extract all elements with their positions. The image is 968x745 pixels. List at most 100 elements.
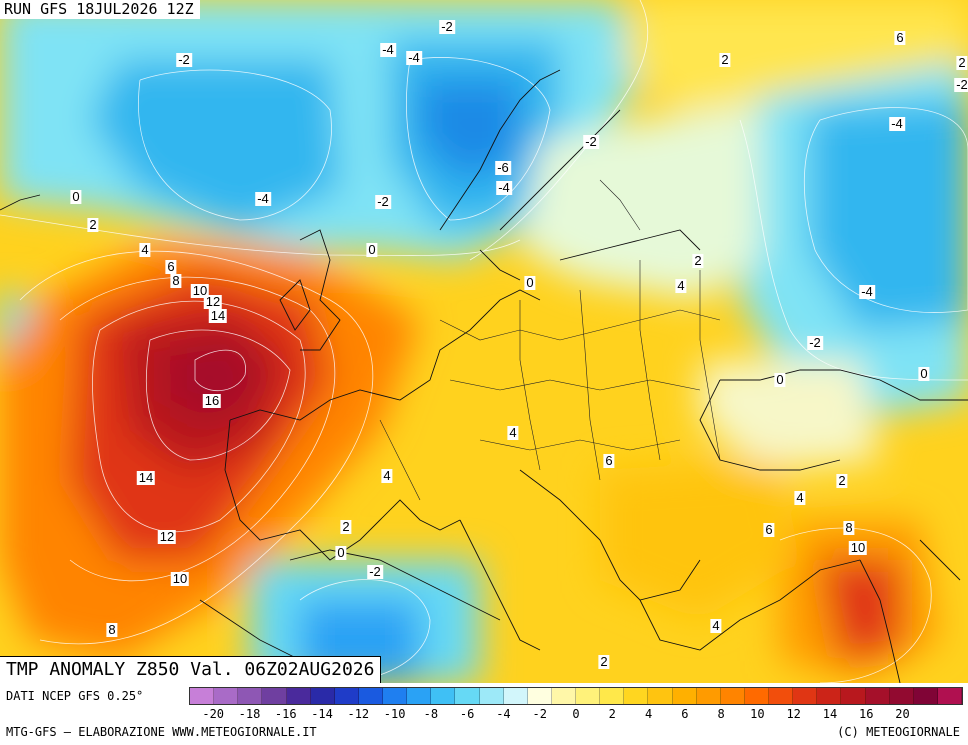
scale-tick-label: -14 <box>311 707 333 721</box>
map-title: TMP ANOMALY Z850 Val. 06Z02AUG2026 <box>0 656 382 683</box>
isotherm-label: -2 <box>954 77 968 92</box>
isotherm-label: 2 <box>836 473 848 488</box>
scale-tick-label: 14 <box>822 707 838 721</box>
scale-tick-label: 16 <box>859 707 874 721</box>
isotherm-label: -2 <box>375 194 391 209</box>
isotherm-label: 4 <box>507 425 519 440</box>
color-swatch <box>527 688 552 704</box>
data-source: DATI NCEP GFS 0.25° <box>6 689 144 703</box>
color-swatch <box>431 688 456 704</box>
isotherm-label: -4 <box>859 284 875 299</box>
scale-tick-label: -6 <box>459 707 475 721</box>
color-swatch <box>551 688 576 704</box>
isotherm-label: 0 <box>366 242 378 257</box>
scale-tick-label: 10 <box>750 707 765 721</box>
color-swatch <box>865 688 890 704</box>
scale-tick-label: -12 <box>347 707 370 721</box>
scale-tick-label: -10 <box>383 707 406 721</box>
isotherm-label: -4 <box>889 116 905 131</box>
isotherm-label: -2 <box>367 564 383 579</box>
scale-tick-label: 4 <box>644 707 653 721</box>
isotherm-label: 0 <box>774 372 786 387</box>
isotherm-label: 8 <box>106 622 118 637</box>
color-swatch <box>238 688 263 704</box>
color-swatch <box>744 688 769 704</box>
color-swatch <box>889 688 914 704</box>
isotherm-label: -4 <box>406 50 422 65</box>
isotherm-label: 6 <box>763 522 775 537</box>
isotherm-label: 6 <box>603 453 615 468</box>
color-swatch <box>358 688 383 704</box>
color-swatch <box>600 688 625 704</box>
isotherm-label: 2 <box>719 52 731 67</box>
isotherm-label: 14 <box>136 470 156 485</box>
isotherm-label: 2 <box>956 55 968 70</box>
isotherm-label: 0 <box>524 275 536 290</box>
isotherm-label: 4 <box>139 242 151 257</box>
scale-tick-label: 20 <box>895 707 910 721</box>
scale-tick-label: -18 <box>238 707 261 721</box>
credit-right: (C) METEOGIORNALE <box>837 725 960 739</box>
temperature-anomaly-map <box>0 0 968 683</box>
isotherm-label: -2 <box>583 134 599 149</box>
color-swatch <box>696 688 721 704</box>
isotherm-label: 8 <box>170 273 182 288</box>
scale-tick-label: 8 <box>717 707 725 721</box>
scale-tick-label: -4 <box>496 707 511 721</box>
isotherm-label: -4 <box>380 42 396 57</box>
color-swatch <box>769 688 794 704</box>
isotherm-label: 2 <box>692 253 704 268</box>
scale-tick-label: 2 <box>608 707 616 721</box>
scale-tick-label: -2 <box>532 707 547 721</box>
isotherm-label: 4 <box>381 468 393 483</box>
isotherm-label: 4 <box>710 618 722 633</box>
isotherm-label: 14 <box>208 308 228 323</box>
isotherm-label: 0 <box>918 366 930 381</box>
isotherm-label: 6 <box>165 259 177 274</box>
color-swatch <box>793 688 818 704</box>
scale-tick-label: -16 <box>274 707 297 721</box>
color-swatch <box>190 688 215 704</box>
color-swatch <box>817 688 842 704</box>
scale-tick-label: 12 <box>786 707 801 721</box>
isotherm-label: 0 <box>70 189 82 204</box>
run-label: RUN GFS 18JUL2026 12Z <box>0 0 200 19</box>
isotherm-label: 2 <box>87 217 99 232</box>
isotherm-label: -6 <box>495 160 511 175</box>
legend-footer: DATI NCEP GFS 0.25° -20 -18 -16 -14 -12 -10 -8… <box>0 683 968 745</box>
isotherm-label: 8 <box>843 520 855 535</box>
isotherm-label: -2 <box>807 335 823 350</box>
color-swatch <box>407 688 432 704</box>
isotherm-label: 12 <box>157 529 177 544</box>
isotherm-label: 12 <box>203 294 223 309</box>
isotherm-label: 2 <box>598 654 610 669</box>
color-swatch <box>841 688 866 704</box>
color-swatch <box>286 688 311 704</box>
isotherm-label: 6 <box>894 30 906 45</box>
scale-tick-label: -8 <box>423 707 439 721</box>
color-scale-ticks: -20 -18 -16 -14 -12 -10 -8 -6 -4 -2 0 2 4 6 8 10 12 14 16 2… <box>189 707 963 723</box>
color-swatch <box>937 688 962 704</box>
color-swatch <box>913 688 938 704</box>
scale-tick-label: -20 <box>202 707 225 721</box>
isotherm-label: -4 <box>496 180 512 195</box>
color-scale-bar <box>189 687 963 705</box>
color-swatch <box>576 688 601 704</box>
isotherm-label: 4 <box>675 278 687 293</box>
isotherm-label: 2 <box>340 519 352 534</box>
isotherm-label: 16 <box>202 393 222 408</box>
color-swatch <box>503 688 528 704</box>
color-swatch <box>479 688 504 704</box>
color-swatch <box>455 688 480 704</box>
isotherm-label: -2 <box>439 19 455 34</box>
color-swatch <box>310 688 335 704</box>
color-swatch <box>383 688 408 704</box>
color-swatch <box>648 688 673 704</box>
isotherm-label: -2 <box>176 52 192 67</box>
isotherm-label: 0 <box>335 545 347 560</box>
isotherm-label: -4 <box>255 191 271 206</box>
country-borders <box>379 179 721 501</box>
color-swatch <box>672 688 697 704</box>
isotherm-label: 10 <box>170 571 190 586</box>
